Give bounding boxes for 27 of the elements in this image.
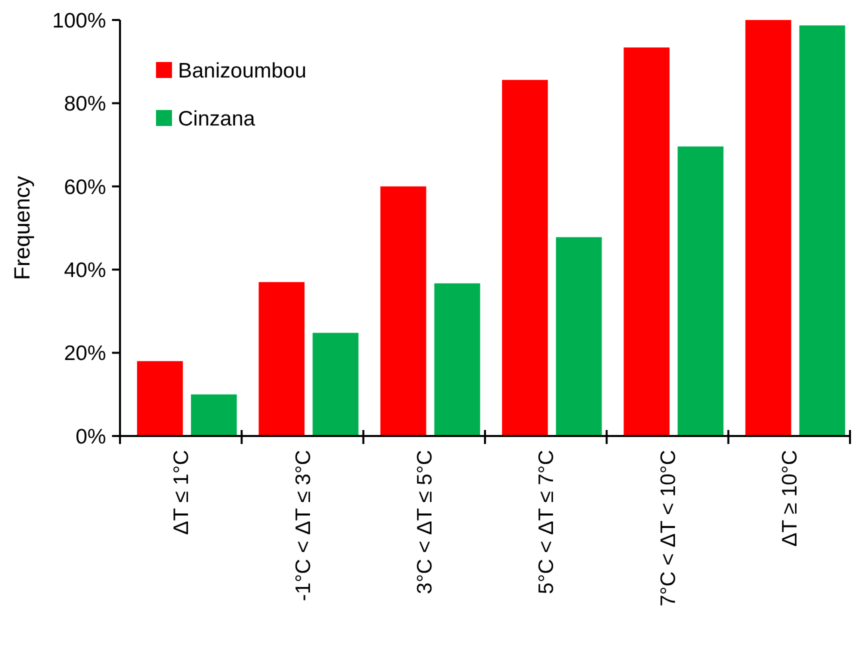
y-tick-label: 80%	[64, 92, 106, 116]
bar	[312, 332, 358, 436]
bar	[799, 25, 846, 436]
bar	[745, 20, 792, 436]
bar	[624, 47, 670, 436]
bar	[502, 80, 548, 436]
bar	[556, 237, 602, 436]
x-tick-label: ΔT ≥ 10°C	[778, 450, 802, 547]
bar	[137, 361, 183, 436]
bar	[258, 282, 305, 436]
bar	[190, 394, 237, 436]
x-tick-label: 5°C < ΔT ≤ 7°C	[535, 450, 558, 594]
x-tick-label: -1°C < ΔT ≤ 3°C	[292, 450, 315, 602]
legend-label: Cinzana	[178, 107, 256, 130]
bar	[434, 283, 480, 436]
legend-label: Banizoumbou	[178, 59, 306, 82]
y-tick-label: 100%	[52, 9, 106, 32]
x-tick-label: 3°C < ΔT ≤ 5°C	[414, 450, 437, 594]
y-tick-label: 40%	[64, 258, 106, 282]
y-tick-label: 0%	[76, 425, 106, 448]
bar	[678, 146, 724, 436]
bar	[380, 186, 426, 436]
y-axis-title: Frequency	[10, 176, 35, 280]
y-tick-label: 20%	[64, 342, 106, 366]
x-tick-label: ΔT ≤ 1°C	[170, 450, 194, 535]
y-tick-label: 60%	[64, 176, 106, 199]
x-tick-label: 7°C < ΔT < 10°C	[656, 450, 680, 607]
